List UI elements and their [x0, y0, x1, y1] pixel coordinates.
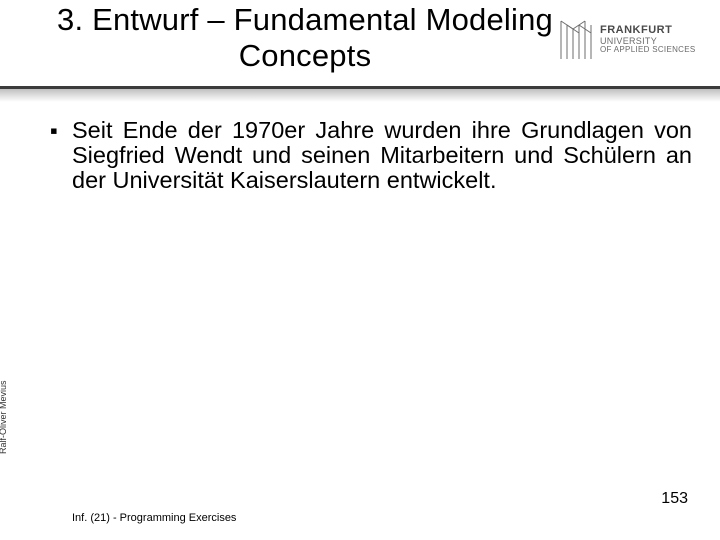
university-logo: FRANKFURT UNIVERSITY OF APPLIED SCIENCES	[558, 10, 708, 70]
logo-text: FRANKFURT UNIVERSITY OF APPLIED SCIENCES	[600, 25, 696, 55]
separator-gradient	[0, 89, 720, 102]
title-area: 3. Entwurf – Fundamental Modeling Concep…	[55, 0, 555, 86]
bullet-square-icon: ▪	[50, 118, 72, 143]
page-number: 153	[661, 490, 688, 508]
bullet-item: ▪ Seit Ende der 1970er Jahre wurden ihre…	[50, 118, 692, 193]
author-vertical: Ralf-Oliver Mevius	[0, 380, 8, 454]
separator-band	[0, 86, 720, 102]
bullet-text: Seit Ende der 1970er Jahre wurden ihre G…	[72, 118, 692, 193]
body-area: ▪ Seit Ende der 1970er Jahre wurden ihre…	[50, 118, 692, 193]
slide: 3. Entwurf – Fundamental Modeling Concep…	[0, 0, 720, 540]
logo-lines-icon	[558, 19, 594, 61]
footer-text: Inf. (21) - Programming Exercises	[72, 512, 236, 524]
logo-line1: FRANKFURT	[600, 25, 696, 37]
logo-line3: OF APPLIED SCIENCES	[600, 46, 696, 55]
slide-title: 3. Entwurf – Fundamental Modeling Concep…	[55, 2, 555, 73]
logo-mark-icon	[558, 19, 594, 61]
